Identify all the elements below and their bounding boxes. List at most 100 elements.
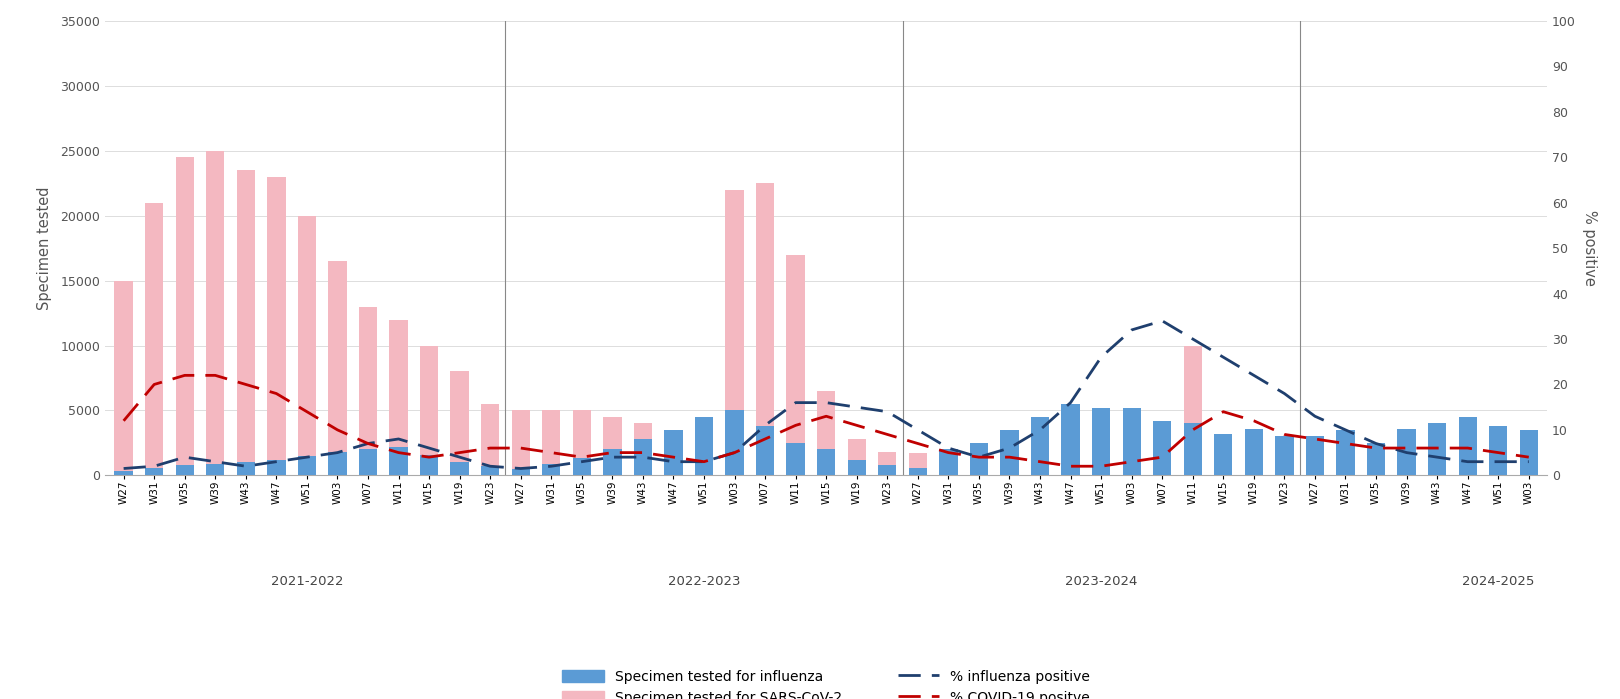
Bar <box>206 151 225 475</box>
Bar <box>695 417 713 475</box>
Bar <box>1000 453 1019 475</box>
Text: 2024-2025: 2024-2025 <box>1461 575 1534 589</box>
Text: 2021-2022: 2021-2022 <box>271 575 343 589</box>
Bar <box>1427 424 1447 475</box>
Bar <box>1489 454 1507 475</box>
Bar <box>1367 443 1385 475</box>
Bar <box>1520 430 1537 475</box>
Bar <box>115 280 133 475</box>
Bar <box>847 439 867 475</box>
Bar <box>1398 454 1416 475</box>
Bar <box>970 452 988 475</box>
Bar <box>1458 454 1477 475</box>
Text: 2022-2023: 2022-2023 <box>667 575 740 589</box>
Bar <box>1458 417 1477 475</box>
Bar <box>970 443 988 475</box>
Bar <box>603 449 622 475</box>
Bar <box>1213 434 1233 475</box>
Bar <box>757 426 774 475</box>
Bar <box>816 449 836 475</box>
Bar <box>360 449 377 475</box>
Bar <box>1275 436 1293 475</box>
Bar <box>1061 404 1081 475</box>
Bar <box>633 424 653 475</box>
Bar <box>786 254 805 475</box>
Bar <box>420 454 439 475</box>
Bar <box>726 410 744 475</box>
Y-axis label: % positive: % positive <box>1581 210 1597 286</box>
Bar <box>1336 430 1354 475</box>
Y-axis label: Specimen tested: Specimen tested <box>37 187 52 310</box>
Bar <box>847 460 867 475</box>
Bar <box>1153 421 1171 475</box>
Bar <box>1367 454 1385 475</box>
Bar <box>1123 408 1140 475</box>
Bar <box>206 463 225 475</box>
Bar <box>389 319 408 475</box>
Bar <box>175 465 194 475</box>
Text: 2023-2024: 2023-2024 <box>1064 575 1137 589</box>
Bar <box>757 183 774 475</box>
Bar <box>603 417 622 475</box>
Bar <box>481 404 499 475</box>
Bar <box>146 203 164 475</box>
Bar <box>1244 452 1264 475</box>
Bar <box>1306 436 1324 475</box>
Bar <box>512 410 530 475</box>
Bar <box>298 216 316 475</box>
Bar <box>450 371 468 475</box>
Bar <box>1000 430 1019 475</box>
Bar <box>481 466 499 475</box>
Legend: Specimen tested for influenza, Specimen tested for SARS-CoV-2, % influenza posit: Specimen tested for influenza, Specimen … <box>562 670 1090 699</box>
Bar <box>786 443 805 475</box>
Bar <box>360 307 377 475</box>
Bar <box>940 449 957 475</box>
Bar <box>940 449 957 475</box>
Bar <box>237 462 254 475</box>
Bar <box>1336 454 1354 475</box>
Bar <box>115 471 133 475</box>
Bar <box>298 456 316 475</box>
Bar <box>1427 454 1447 475</box>
Bar <box>267 177 285 475</box>
Bar <box>1213 449 1233 475</box>
Bar <box>878 465 896 475</box>
Bar <box>543 410 561 475</box>
Bar <box>146 468 164 475</box>
Bar <box>1153 454 1171 475</box>
Bar <box>175 157 194 475</box>
Bar <box>633 439 653 475</box>
Bar <box>543 463 561 475</box>
Bar <box>878 452 896 475</box>
Bar <box>329 452 347 475</box>
Bar <box>1184 424 1202 475</box>
Bar <box>572 459 591 475</box>
Bar <box>1092 454 1110 475</box>
Bar <box>664 430 682 475</box>
Bar <box>1092 408 1110 475</box>
Bar <box>237 171 254 475</box>
Bar <box>450 462 468 475</box>
Bar <box>909 453 927 475</box>
Bar <box>1061 454 1081 475</box>
Bar <box>1030 454 1050 475</box>
Bar <box>267 460 285 475</box>
Bar <box>420 345 439 475</box>
Bar <box>512 469 530 475</box>
Bar <box>1520 454 1537 475</box>
Bar <box>572 410 591 475</box>
Bar <box>1123 454 1140 475</box>
Bar <box>816 391 836 475</box>
Bar <box>1398 428 1416 475</box>
Bar <box>664 430 682 475</box>
Bar <box>1184 345 1202 475</box>
Bar <box>726 189 744 475</box>
Bar <box>329 261 347 475</box>
Bar <box>1489 426 1507 475</box>
Bar <box>389 447 408 475</box>
Bar <box>1275 452 1293 475</box>
Bar <box>1244 428 1264 475</box>
Bar <box>695 436 713 475</box>
Bar <box>909 468 927 475</box>
Bar <box>1306 454 1324 475</box>
